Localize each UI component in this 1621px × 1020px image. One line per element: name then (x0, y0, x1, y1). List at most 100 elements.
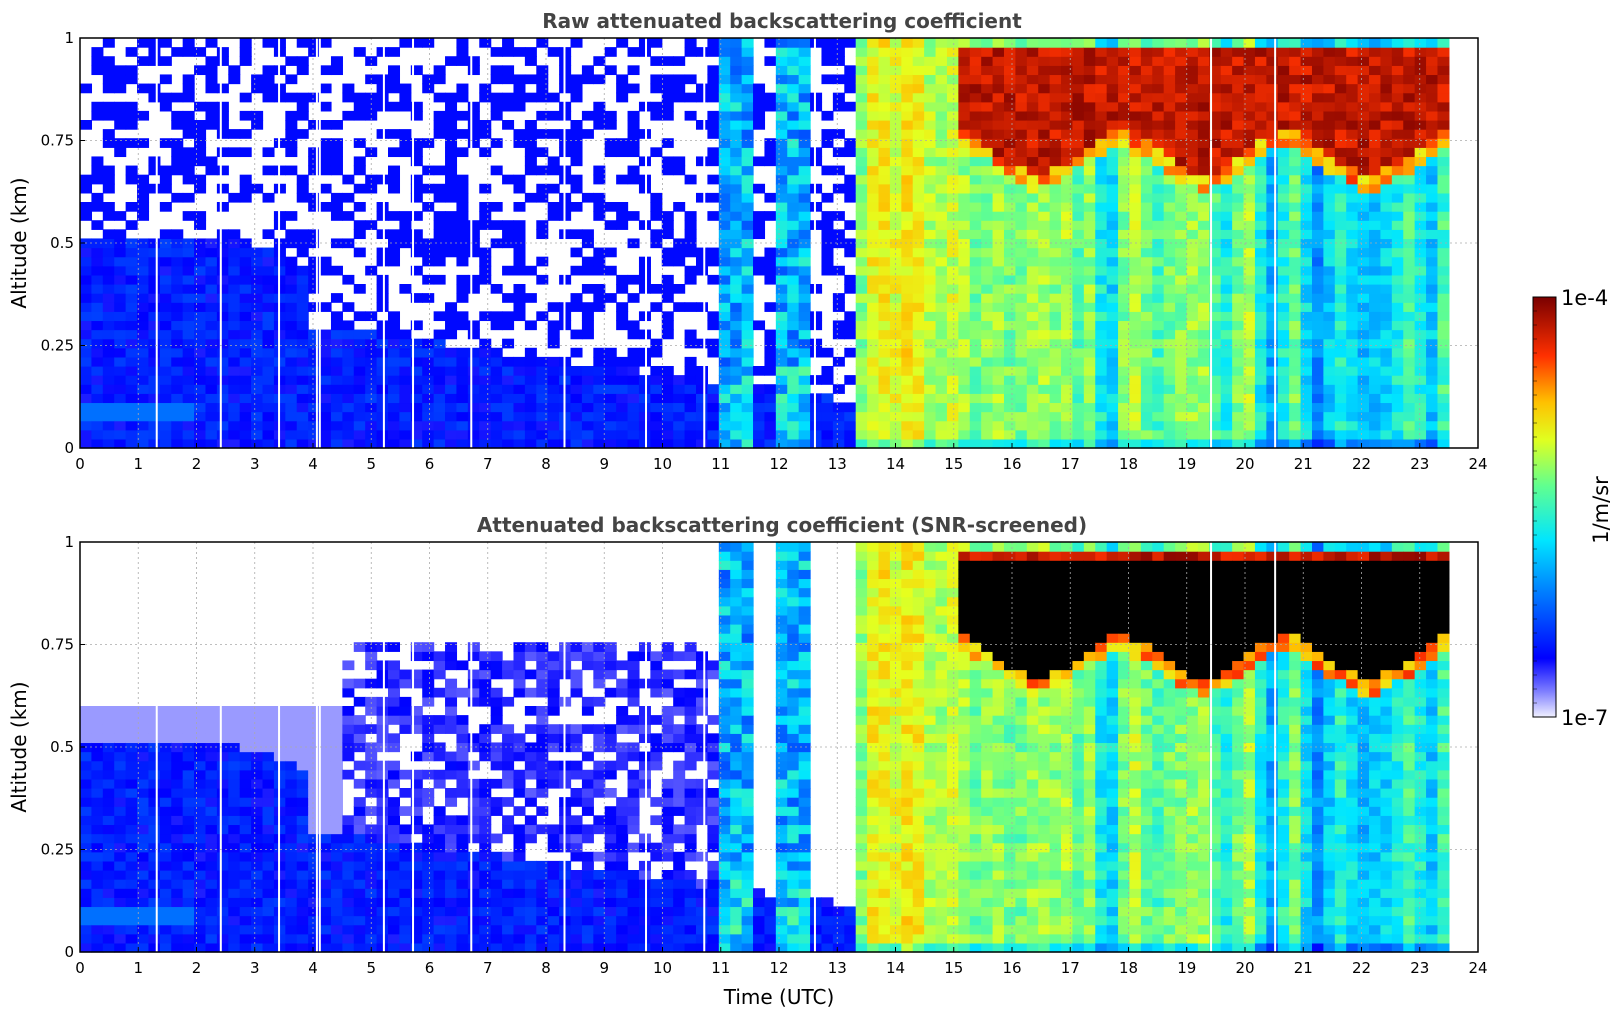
heatmap-cell (1277, 110, 1290, 121)
heatmap-cell (992, 375, 1005, 385)
heatmap-cell (239, 147, 252, 158)
heatmap-cell (1106, 265, 1119, 276)
heatmap-cell (80, 778, 93, 789)
heatmap-cell (1254, 192, 1267, 203)
heatmap-cell (216, 375, 229, 385)
heatmap-cell (285, 229, 298, 240)
heatmap-cell (946, 138, 959, 148)
heatmap-cell (787, 293, 800, 303)
heatmap-cell (992, 338, 1005, 349)
heatmap-cell (536, 192, 549, 203)
heatmap-cell (251, 769, 264, 780)
heatmap-cell (285, 933, 298, 944)
heatmap-cell (216, 769, 229, 780)
x-tick-label: 3 (250, 455, 260, 473)
heatmap-cell (1346, 56, 1359, 66)
heatmap-cell (502, 238, 515, 249)
heatmap-cell (627, 110, 640, 121)
heatmap-cell (627, 375, 640, 385)
heatmap-cell (148, 429, 161, 440)
heatmap-cell (616, 83, 629, 94)
heatmap-cell (753, 402, 766, 413)
heatmap-cell (102, 256, 115, 267)
heatmap-cell (810, 101, 823, 112)
heatmap-cell (1437, 110, 1450, 121)
heatmap-cell (1118, 192, 1131, 203)
heatmap-cell (1015, 274, 1028, 285)
heatmap-cell (730, 375, 743, 385)
heatmap-cell (80, 293, 93, 303)
heatmap-cell (718, 56, 731, 66)
heatmap-cell (228, 74, 241, 85)
heatmap-cell (741, 393, 754, 404)
heatmap-cell (1220, 347, 1233, 358)
heatmap-cell (1414, 384, 1427, 394)
heatmap-cell (1277, 274, 1290, 285)
heatmap-cell (1095, 256, 1108, 267)
heatmap-cell (137, 302, 150, 312)
heatmap-cell (684, 429, 697, 440)
heatmap-cell (1311, 302, 1324, 312)
heatmap-cell (798, 347, 811, 358)
heatmap-cell (1197, 174, 1210, 185)
heatmap-cell (992, 174, 1005, 185)
heatmap-cell (114, 797, 127, 807)
heatmap-cell (1403, 438, 1416, 449)
heatmap-cell (1083, 393, 1096, 404)
heatmap-cell (627, 174, 640, 185)
heatmap-cell (1220, 429, 1233, 440)
heatmap-cell (91, 706, 104, 716)
heatmap-cell (1311, 74, 1324, 85)
heatmap-cell (114, 815, 127, 826)
heatmap-cell (1038, 47, 1051, 57)
heatmap-cell (1414, 311, 1427, 322)
heatmap-cell (855, 92, 868, 103)
heatmap-cell (1026, 393, 1039, 404)
heatmap-cell (901, 74, 914, 85)
heatmap-cell (1118, 74, 1131, 85)
heatmap-cell (992, 202, 1005, 212)
heatmap-cell (832, 101, 845, 112)
heatmap-cell (308, 411, 321, 422)
heatmap-cell (901, 211, 914, 221)
heatmap-cell (1197, 183, 1210, 194)
heatmap-cell (1403, 329, 1416, 340)
heatmap-cell (1163, 138, 1176, 148)
heatmap-cell (787, 101, 800, 112)
heatmap-cell (285, 265, 298, 276)
heatmap-cell (1038, 420, 1051, 431)
heatmap-cell (137, 833, 150, 844)
heatmap-cell (1220, 329, 1233, 340)
heatmap-cell (627, 274, 640, 285)
heatmap-cell (1403, 138, 1416, 148)
heatmap-cell (718, 329, 731, 340)
heatmap-cell (319, 429, 332, 440)
heatmap-cell (216, 320, 229, 331)
heatmap-cell (262, 833, 275, 844)
heatmap-cell (821, 265, 834, 276)
heatmap-cell (205, 101, 218, 112)
heatmap-cell (467, 411, 480, 422)
heatmap-cell (593, 347, 606, 358)
heatmap-cell (1095, 129, 1108, 139)
heatmap-cell (1266, 129, 1279, 139)
heatmap-cell (673, 402, 686, 413)
heatmap-cell (1140, 256, 1153, 267)
heatmap-cell (251, 293, 264, 303)
heatmap-cell (456, 238, 469, 249)
heatmap-cell (1380, 256, 1393, 267)
heatmap-cell (1163, 284, 1176, 294)
heatmap-cell (570, 38, 583, 48)
heatmap-cell (1266, 120, 1279, 130)
heatmap-cell (958, 229, 971, 240)
heatmap-cell (1426, 101, 1439, 112)
heatmap-cell (1152, 356, 1165, 367)
heatmap-cell (1163, 366, 1176, 376)
heatmap-cell (251, 420, 264, 431)
heatmap-cell (1403, 265, 1416, 276)
heatmap-cell (353, 429, 366, 440)
heatmap-cell (262, 329, 275, 340)
heatmap-cell (456, 247, 469, 258)
heatmap-cell (114, 256, 127, 267)
heatmap-cell (878, 147, 891, 158)
